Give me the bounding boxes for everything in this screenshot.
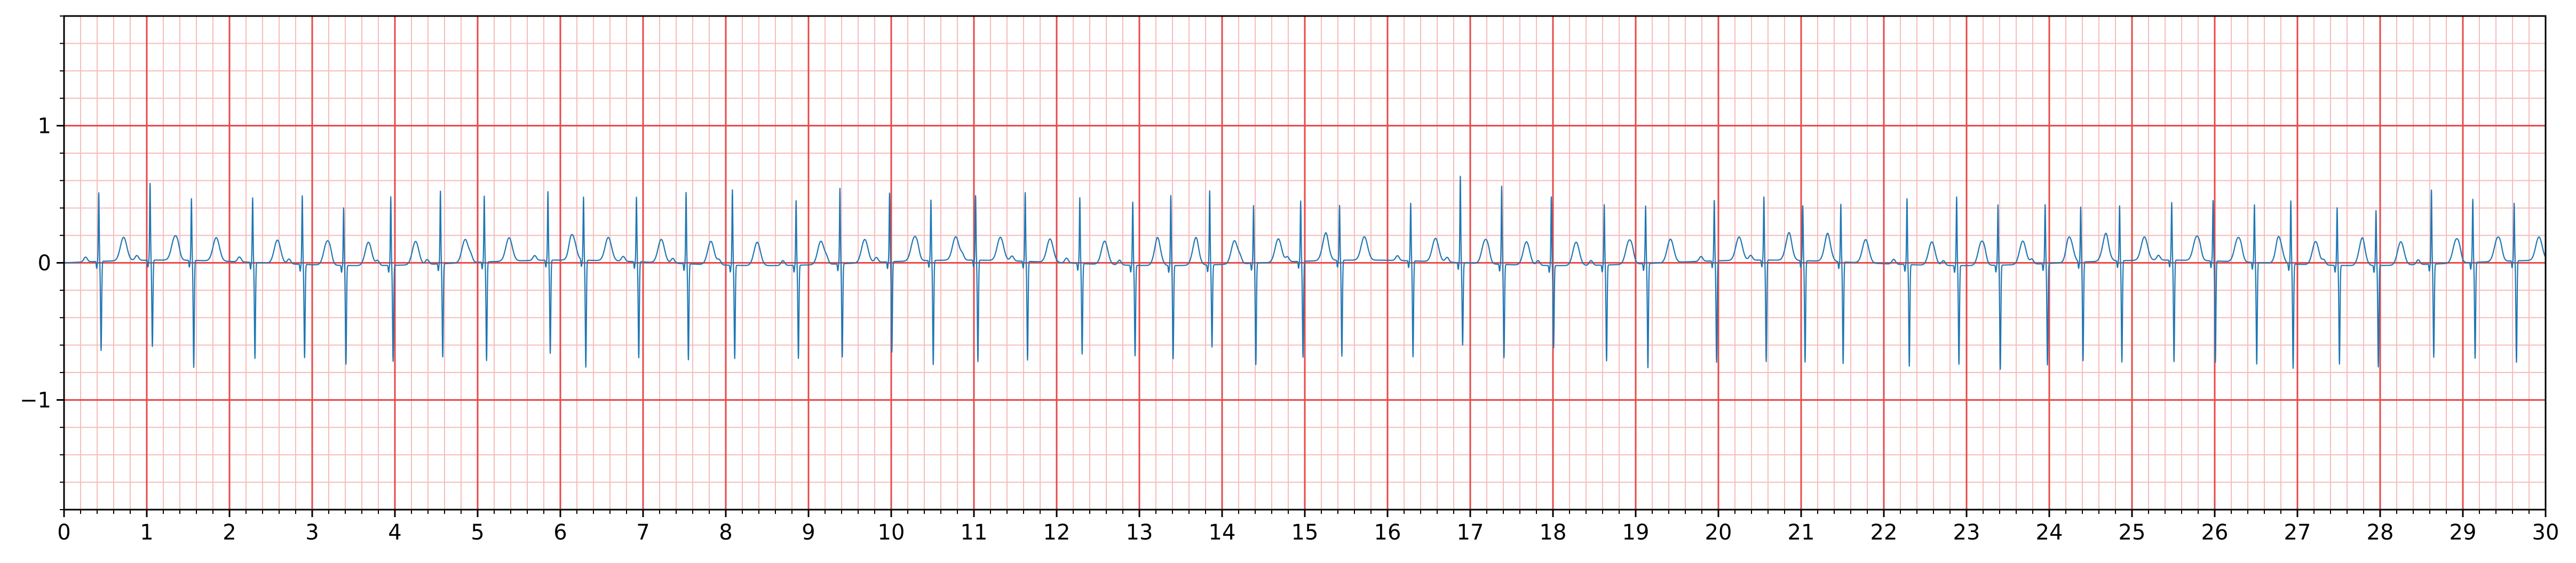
x-tick-label: 2 xyxy=(223,520,236,545)
x-tick-label: 23 xyxy=(1953,520,1980,545)
x-tick-label: 8 xyxy=(719,520,732,545)
x-tick-label: 28 xyxy=(2367,520,2394,545)
x-tick-label: 26 xyxy=(2201,520,2229,545)
x-tick-label: 21 xyxy=(1788,520,1815,545)
x-tick-label: 30 xyxy=(2532,520,2559,545)
x-tick-label: 16 xyxy=(1374,520,1401,545)
x-tick-label: 11 xyxy=(961,520,988,545)
x-tick-label: 22 xyxy=(1870,520,1898,545)
x-tick-label: 29 xyxy=(2450,520,2477,545)
x-tick-label: 0 xyxy=(57,520,70,545)
x-tick-label: 14 xyxy=(1209,520,1236,545)
x-tick-label: 15 xyxy=(1291,520,1319,545)
ecg-series xyxy=(64,176,2546,370)
x-tick-label: 13 xyxy=(1126,520,1153,545)
x-axis: 0 1 2 3 4 5 6 7 8 9 10 11 12 13 14 15 16 17 18 19 20 21 22 23 24… xyxy=(57,510,2559,545)
x-tick-label: 10 xyxy=(878,520,905,545)
x-tick-label: 5 xyxy=(471,520,484,545)
x-tick-label: 24 xyxy=(2036,520,2063,545)
x-tick-label: 20 xyxy=(1705,520,1732,545)
y-axis: −1 0 1 xyxy=(20,15,64,510)
x-tick-label: 7 xyxy=(636,520,649,545)
x-tick-label: 18 xyxy=(1540,520,1567,545)
x-tick-label: 9 xyxy=(802,520,815,545)
y-tick-label: 1 xyxy=(38,114,51,139)
ecg-signal-line xyxy=(64,176,2546,370)
x-tick-label: 27 xyxy=(2284,520,2311,545)
major-grid xyxy=(63,16,2547,510)
y-tick-label: 0 xyxy=(38,251,51,276)
x-tick-label: 12 xyxy=(1043,520,1071,545)
x-tick-label: 25 xyxy=(2119,520,2146,545)
x-tick-label: 17 xyxy=(1457,520,1484,545)
x-tick-label: 19 xyxy=(1622,520,1650,545)
x-tick-label: 3 xyxy=(305,520,319,545)
x-tick-label: 1 xyxy=(140,520,153,545)
y-tick-label: −1 xyxy=(20,388,51,413)
x-tick-label: 4 xyxy=(388,520,401,545)
x-tick-label: 6 xyxy=(553,520,567,545)
